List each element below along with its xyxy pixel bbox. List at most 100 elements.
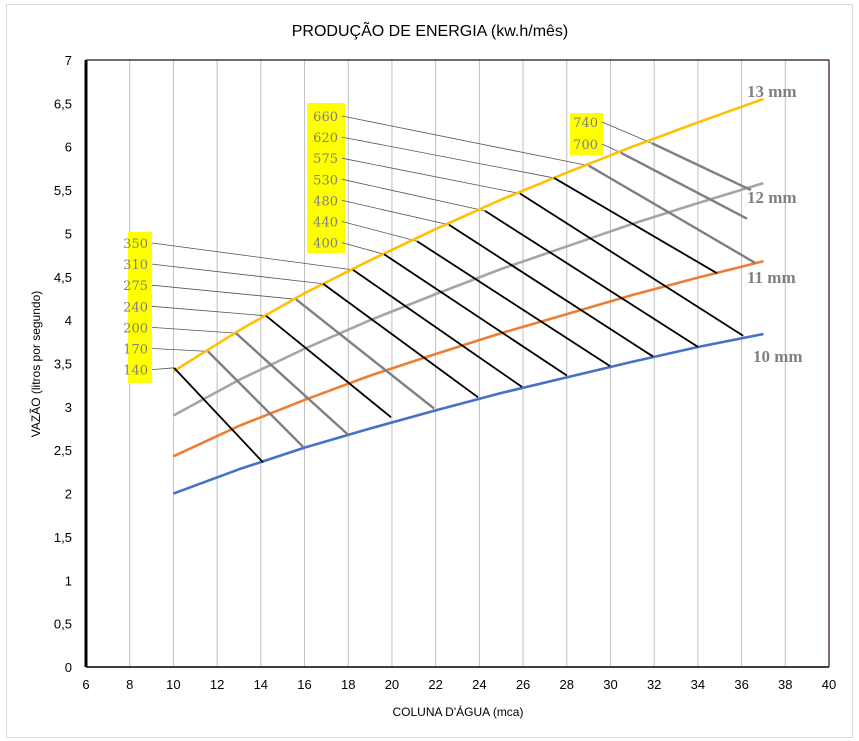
label-highlight-box	[128, 232, 152, 383]
energy-label: 740	[573, 116, 598, 131]
y-tick-label: 3	[65, 400, 72, 415]
y-tick-label: 5	[65, 226, 72, 241]
x-tick-label: 6	[82, 677, 89, 692]
y-tick-label: 4	[65, 313, 72, 328]
leader-line	[341, 115, 590, 167]
series-label: 10 mm	[753, 347, 803, 366]
energy-label: 310	[123, 258, 148, 273]
energy-label: 140	[123, 364, 148, 379]
chart-frame	[6, 4, 853, 738]
energy-label: 350	[123, 237, 148, 252]
series-label: 12 mm	[747, 188, 797, 207]
label-highlight-box	[307, 103, 345, 253]
energy-label: 170	[123, 343, 148, 358]
energy-line-620	[553, 177, 718, 275]
energy-line-275	[295, 298, 435, 410]
energy-label: 530	[313, 173, 338, 188]
energy-lines	[173, 142, 756, 463]
energy-line-350	[352, 269, 523, 388]
x-axis-label: COLUNA D'ÁGUA (mca)	[393, 704, 524, 719]
x-ticks: 6 8 10 12 14 16 18 20 22 24 26 28 30 32 34 36 38 40	[82, 677, 836, 692]
leader-line	[341, 242, 385, 255]
x-tick-label: 12	[210, 677, 224, 692]
energy-line-310	[322, 282, 479, 399]
leader-line	[341, 136, 555, 179]
energy-label: 240	[123, 300, 148, 315]
energy-label: 200	[123, 321, 148, 336]
x-tick-label: 8	[126, 677, 133, 692]
y-tick-label: 6	[65, 140, 72, 155]
y-tick-label: 4,5	[54, 270, 72, 285]
leader-line	[151, 327, 236, 334]
y-tick-label: 1,5	[54, 530, 72, 545]
y-axis-label: VAZÃO (litros por segundo)	[29, 291, 43, 438]
energy-label: 700	[573, 138, 598, 153]
leader-line	[151, 263, 324, 285]
energy-line-170	[207, 350, 304, 448]
leader-line	[151, 284, 297, 300]
x-tick-label: 38	[778, 677, 792, 692]
x-tick-label: 30	[603, 677, 617, 692]
leader-line	[341, 157, 521, 194]
x-tick-label: 16	[297, 677, 311, 692]
y-tick-label: 0,5	[54, 617, 72, 632]
leader-line	[341, 200, 450, 226]
energy-line-400	[383, 253, 568, 377]
series-label: 13 mm	[747, 82, 797, 101]
y-tick-label: 7	[65, 53, 72, 68]
x-tick-label: 10	[166, 677, 180, 692]
energy-label: 400	[313, 237, 338, 252]
series-line-13mm	[172, 97, 764, 373]
energy-label: 275	[123, 279, 148, 294]
leader-line	[151, 367, 175, 370]
x-tick-label: 34	[691, 677, 705, 692]
energy-line-140	[173, 367, 264, 463]
chart-title: PRODUÇÃO DE ENERGIA (kw.h/mês)	[292, 20, 569, 40]
y-tick-label: 2,5	[54, 443, 72, 458]
energy-line-200	[235, 332, 349, 436]
energy-line-440	[416, 240, 611, 367]
leader-lines	[151, 115, 653, 370]
leader-line	[151, 242, 354, 271]
series-line-11mm	[172, 259, 764, 458]
energy-line-700	[620, 151, 748, 220]
energy-line-660	[588, 164, 756, 264]
y-tick-label: 2	[65, 487, 72, 502]
grid	[129, 60, 786, 667]
energy-line-575	[519, 192, 744, 337]
x-tick-label: 20	[385, 677, 399, 692]
energy-labels: 350 310 275 240 200 170 140 660 620 575 530 480 440 4…	[123, 110, 598, 379]
y-tick-label: 0	[65, 660, 72, 675]
y-tick-label: 5,5	[54, 183, 72, 198]
energy-line-740	[651, 142, 752, 192]
series-labels: 10 mm 11 mm 12 mm 13 mm	[747, 82, 803, 366]
label-highlight-box	[570, 113, 603, 155]
y-tick-label: 6,5	[54, 96, 72, 111]
energy-line-530	[484, 210, 699, 348]
energy-line-240	[265, 315, 392, 418]
leader-line	[151, 305, 267, 317]
x-tick-label: 14	[254, 677, 268, 692]
y-ticks: 0 0,5 1 1,5 2 2,5 3 3,5 4 4,5 5 5,5 6 6,5 7	[54, 53, 72, 675]
y-tick-label: 3,5	[54, 357, 72, 372]
leader-line	[341, 178, 486, 212]
series-line-12mm	[172, 181, 764, 417]
leader-line	[151, 348, 208, 352]
x-tick-label: 32	[647, 677, 661, 692]
energy-label: 660	[313, 110, 338, 125]
energy-label: 575	[313, 152, 338, 167]
y-tick-label: 1	[65, 573, 72, 588]
x-tick-label: 28	[560, 677, 574, 692]
energy-label: 440	[313, 216, 338, 231]
label-boxes	[128, 103, 603, 383]
x-tick-label: 36	[734, 677, 748, 692]
energy-line-480	[448, 224, 654, 358]
x-tick-label: 22	[428, 677, 442, 692]
x-tick-label: 40	[822, 677, 836, 692]
x-tick-label: 26	[516, 677, 530, 692]
energy-label: 480	[313, 194, 338, 209]
energy-label: 620	[313, 131, 338, 146]
x-tick-label: 18	[341, 677, 355, 692]
leader-line	[341, 221, 418, 242]
